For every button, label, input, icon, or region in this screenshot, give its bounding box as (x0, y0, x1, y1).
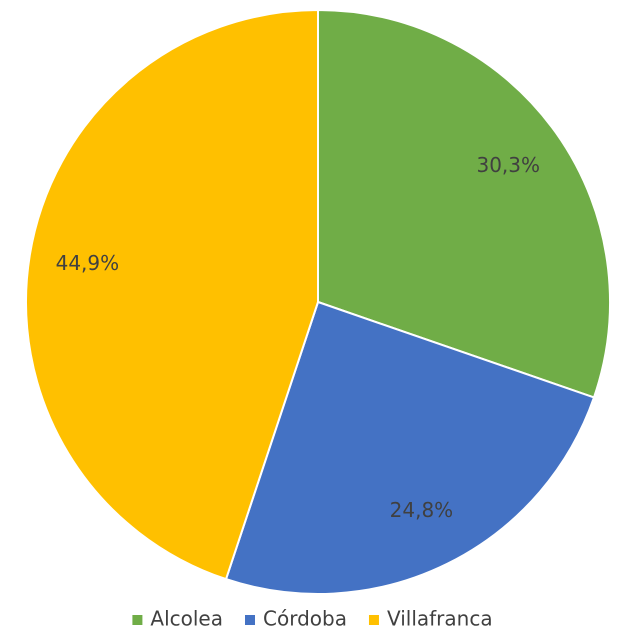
legend-label: Córdoba (263, 607, 347, 631)
pie-slice (317, 8, 611, 399)
pie-slice (224, 300, 596, 595)
legend-label: Alcolea (150, 607, 223, 631)
legend-label: Villafranca (387, 607, 493, 631)
data-label: 30,3% (476, 153, 540, 177)
legend-swatch (368, 615, 379, 625)
pie-slice (25, 8, 319, 581)
legend-swatch (132, 615, 143, 625)
data-label: 44,9% (56, 251, 120, 275)
legend-swatch (245, 615, 255, 625)
data-label: 24,8% (390, 498, 454, 522)
